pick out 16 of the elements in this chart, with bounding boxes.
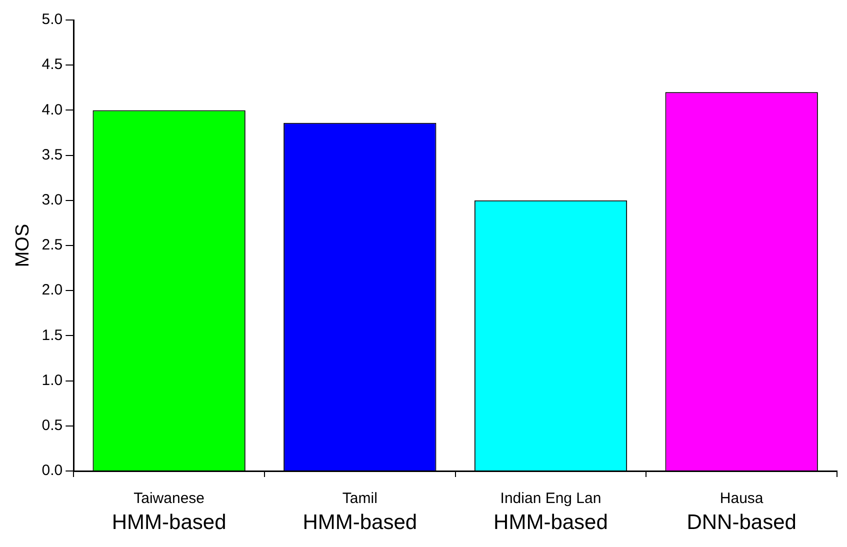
y-axis-title: MOS (12, 224, 34, 268)
y-tick-label: 2.5 (42, 236, 63, 254)
x-tick-label: Taiwanese HMM-based (112, 490, 226, 534)
y-tick-label: 0.5 (42, 417, 63, 434)
y-tick-label: 5.0 (42, 11, 63, 28)
y-tick-label: 3.5 (42, 146, 63, 164)
y-tick-label: 0.0 (42, 462, 63, 480)
y-tick-label: 1.5 (42, 326, 63, 344)
y-tick-label: 2.0 (42, 282, 63, 299)
x-tick-label: Tamil HMM-based (302, 490, 418, 534)
y-tick-label: 3.0 (42, 192, 63, 209)
y-tick-label: 4.5 (42, 56, 63, 74)
y-tick-label: 4.0 (42, 101, 63, 118)
x-tick-label: Hausa DNN-based (686, 490, 796, 534)
x-tick-label: Indian Eng Lan HMM-based (494, 490, 608, 534)
y-tick-label: 1.0 (42, 372, 63, 389)
